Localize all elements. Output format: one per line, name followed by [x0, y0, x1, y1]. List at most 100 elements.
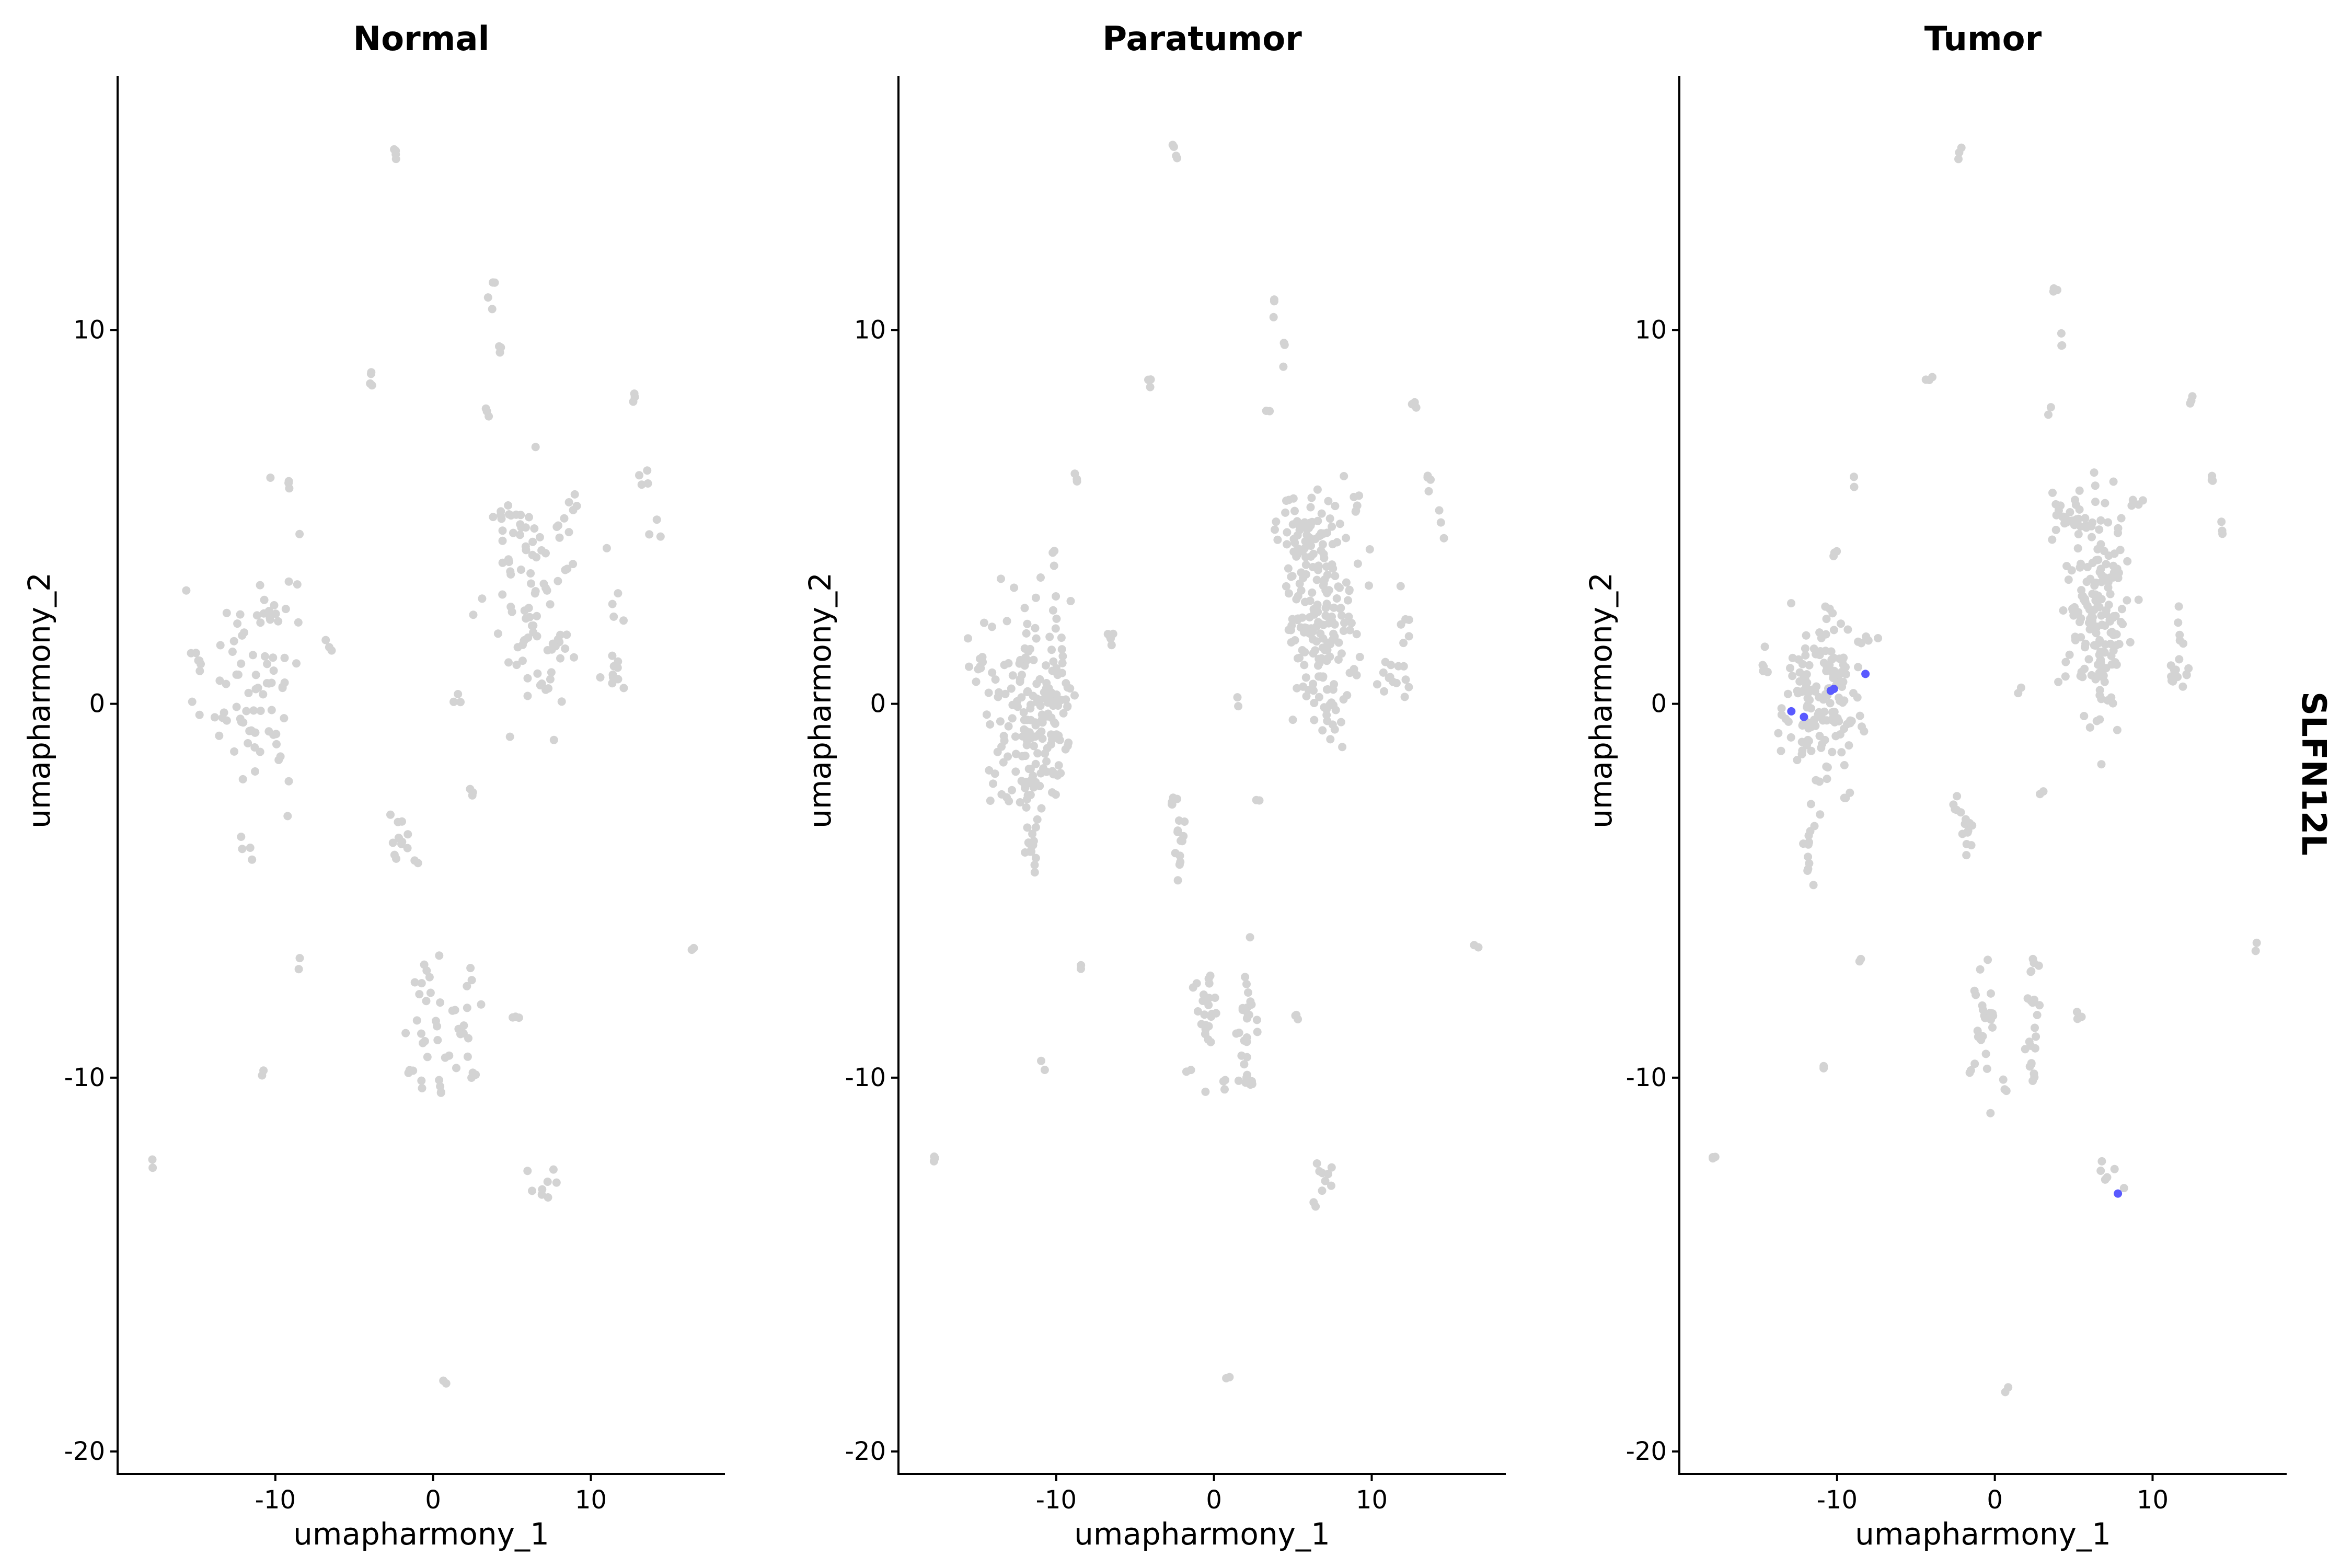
cell-point: [489, 513, 498, 522]
cell-point: [391, 155, 400, 164]
cell-point: [1804, 864, 1813, 873]
cell-point: [2111, 612, 2120, 620]
cell-point: [1035, 675, 1044, 684]
cell-point: [504, 658, 513, 667]
cell-point: [2090, 581, 2099, 590]
y-tick-label: 10: [854, 315, 886, 344]
cell-point: [1280, 340, 1289, 349]
cell-point: [284, 477, 293, 486]
cell-point: [2095, 686, 2104, 695]
cell-point: [420, 1037, 429, 1045]
cell-point: [512, 661, 521, 670]
cell-point: [1379, 668, 1388, 677]
cell-point: [546, 675, 555, 684]
cell-point: [1248, 1077, 1256, 1086]
y-tick-label: 0: [89, 689, 105, 719]
cell-point: [251, 685, 260, 694]
cell-point: [256, 581, 264, 590]
cell-point: [1838, 655, 1847, 664]
cell-point: [1365, 545, 1374, 554]
cell-point: [1219, 1077, 1228, 1086]
cell-point: [1066, 597, 1075, 605]
cell-point: [2001, 1388, 2010, 1397]
cell-point: [1330, 620, 1339, 629]
cell-point: [1843, 720, 1851, 729]
cell-point: [1758, 661, 1767, 670]
cell-point: [1022, 629, 1031, 638]
cell-point: [1387, 661, 1396, 670]
cell-point: [403, 830, 412, 839]
cell-point: [1329, 603, 1338, 612]
cell-point: [1210, 994, 1219, 1002]
cell-point: [2096, 1167, 2105, 1175]
cell-point: [986, 797, 995, 805]
cell-point: [1982, 1064, 1991, 1073]
cell-point: [463, 982, 471, 990]
cell-point: [1177, 836, 1185, 845]
cell-point: [523, 1167, 532, 1175]
cell-point: [1978, 1032, 1987, 1041]
cell-point: [2088, 612, 2096, 620]
cell-point: [148, 1163, 157, 1172]
cell-point: [1001, 689, 1010, 698]
cell-point: [984, 688, 993, 697]
cell-point: [244, 688, 253, 697]
cell-point: [2049, 284, 2058, 293]
cell-point: [996, 717, 1005, 726]
cell-point: [596, 673, 605, 682]
cell-point: [388, 838, 397, 847]
cell-point: [1302, 692, 1311, 700]
cell-point: [1783, 689, 1792, 698]
cell-point: [2085, 723, 2094, 732]
cell-point: [1289, 535, 1298, 544]
cell-point: [1077, 964, 1085, 973]
cell-point: [1336, 718, 1345, 727]
cell-point: [564, 498, 573, 506]
cell-point: [1987, 989, 1995, 998]
cell-point: [1435, 506, 1444, 515]
cell-point: [267, 678, 276, 687]
cell-point: [1294, 654, 1302, 663]
y-axis-title: umapharmony_2: [802, 572, 838, 828]
cell-point: [1287, 621, 1296, 630]
cell-point: [439, 1376, 448, 1385]
cell-point: [1804, 831, 1813, 840]
cell-point: [554, 521, 562, 530]
cell-point: [1320, 554, 1329, 562]
cell-point: [1186, 1066, 1195, 1075]
cell-point: [1146, 383, 1155, 391]
x-tick-label: 0: [1987, 1485, 2003, 1515]
cell-point: [266, 613, 274, 622]
cell-point: [1844, 741, 1853, 750]
cell-point: [531, 587, 540, 596]
cell-point: [1031, 593, 1040, 602]
cell-point: [1774, 729, 1783, 737]
cell-point: [562, 630, 571, 639]
cell-point: [643, 466, 652, 475]
cell-point: [1786, 733, 1795, 742]
cell-point: [1988, 1023, 1997, 1032]
y-tick-label: 0: [870, 689, 886, 719]
cell-point: [1022, 778, 1031, 787]
cell-point: [1324, 1170, 1332, 1179]
cell-point: [1284, 564, 1293, 573]
cell-point: [2061, 672, 2070, 681]
cell-point: [1048, 548, 1057, 557]
cell-point: [2208, 471, 2217, 480]
cell-point: [188, 697, 197, 706]
cell-point: [1332, 594, 1341, 603]
cell-point: [2091, 675, 2100, 684]
cell-point: [1045, 687, 1054, 696]
cell-point: [1324, 586, 1333, 595]
cell-point: [397, 839, 406, 848]
cell-point: [1031, 624, 1040, 632]
cell-point: [366, 370, 375, 378]
cell-point: [1342, 578, 1351, 587]
cell-point: [2251, 947, 2260, 955]
y-tick-label: 10: [73, 315, 105, 344]
cell-point: [259, 690, 268, 699]
cell-point: [1821, 630, 1830, 639]
cell-point: [263, 660, 272, 668]
y-axis-title: umapharmony_2: [1583, 572, 1619, 828]
cell-point: [417, 1076, 426, 1085]
